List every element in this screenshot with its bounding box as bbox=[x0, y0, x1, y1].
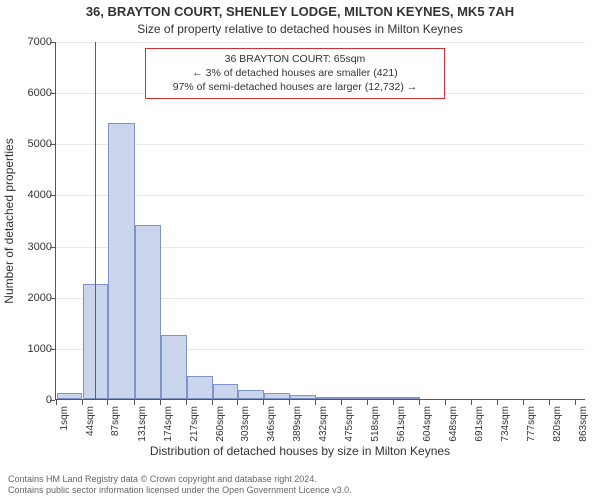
x-tick-mark bbox=[445, 400, 446, 405]
x-tick-mark bbox=[549, 400, 550, 405]
x-tick-mark bbox=[315, 400, 316, 405]
x-tick-label: 863sqm bbox=[578, 406, 589, 466]
annotation-line2: ← 3% of detached houses are smaller (421… bbox=[152, 66, 438, 80]
histogram-bar bbox=[238, 390, 264, 399]
y-tick-label: 4000 bbox=[12, 189, 52, 201]
x-tick-label: 260sqm bbox=[215, 406, 226, 466]
y-tick-label: 7000 bbox=[12, 36, 52, 48]
x-tick-mark bbox=[134, 400, 135, 405]
chart-subtitle: Size of property relative to detached ho… bbox=[0, 22, 600, 36]
histogram-bar bbox=[187, 376, 213, 399]
histogram-bar bbox=[394, 397, 420, 399]
x-tick-mark bbox=[341, 400, 342, 405]
histogram-bar bbox=[342, 397, 368, 399]
x-tick-mark bbox=[237, 400, 238, 405]
x-tick-label: 346sqm bbox=[266, 406, 277, 466]
x-tick-mark bbox=[471, 400, 472, 405]
y-tick-mark bbox=[50, 400, 55, 401]
x-tick-mark bbox=[186, 400, 187, 405]
x-tick-label: 777sqm bbox=[526, 406, 537, 466]
histogram-bar bbox=[264, 393, 290, 399]
footer-line2: Contains public sector information licen… bbox=[8, 485, 352, 496]
x-tick-mark bbox=[419, 400, 420, 405]
chart-title: 36, BRAYTON COURT, SHENLEY LODGE, MILTON… bbox=[0, 4, 600, 19]
y-tick-mark bbox=[50, 144, 55, 145]
x-tick-label: 174sqm bbox=[163, 406, 174, 466]
x-tick-label: 303sqm bbox=[240, 406, 251, 466]
x-tick-mark bbox=[160, 400, 161, 405]
x-tick-label: 648sqm bbox=[448, 406, 459, 466]
y-tick-mark bbox=[50, 195, 55, 196]
x-tick-label: 734sqm bbox=[500, 406, 511, 466]
x-tick-label: 475sqm bbox=[344, 406, 355, 466]
histogram-bar bbox=[316, 397, 342, 399]
x-tick-label: 217sqm bbox=[189, 406, 200, 466]
y-tick-mark bbox=[50, 298, 55, 299]
x-tick-mark bbox=[497, 400, 498, 405]
x-tick-mark bbox=[393, 400, 394, 405]
x-tick-label: 561sqm bbox=[396, 406, 407, 466]
y-tick-label: 0 bbox=[12, 394, 52, 406]
gridline bbox=[56, 42, 585, 43]
y-tick-label: 6000 bbox=[12, 87, 52, 99]
y-tick-mark bbox=[50, 349, 55, 350]
histogram-bar bbox=[368, 397, 394, 399]
annotation-line3: 97% of semi-detached houses are larger (… bbox=[152, 80, 438, 94]
x-tick-label: 44sqm bbox=[85, 406, 96, 466]
annotation-line1: 36 BRAYTON COURT: 65sqm bbox=[152, 52, 438, 66]
y-tick-mark bbox=[50, 42, 55, 43]
x-tick-label: 87sqm bbox=[110, 406, 121, 466]
gridline bbox=[56, 144, 585, 145]
x-tick-label: 691sqm bbox=[474, 406, 485, 466]
y-tick-label: 5000 bbox=[12, 138, 52, 150]
footer-line1: Contains HM Land Registry data © Crown c… bbox=[8, 474, 352, 485]
y-tick-label: 2000 bbox=[12, 292, 52, 304]
y-tick-mark bbox=[50, 247, 55, 248]
x-tick-label: 518sqm bbox=[370, 406, 381, 466]
y-tick-label: 1000 bbox=[12, 343, 52, 355]
x-tick-mark bbox=[82, 400, 83, 405]
y-tick-mark bbox=[50, 93, 55, 94]
histogram-bar bbox=[290, 395, 316, 399]
x-tick-mark bbox=[523, 400, 524, 405]
annotation-box: 36 BRAYTON COURT: 65sqm ← 3% of detached… bbox=[145, 48, 445, 99]
x-tick-mark bbox=[212, 400, 213, 405]
footer-attribution: Contains HM Land Registry data © Crown c… bbox=[8, 474, 352, 497]
histogram-bar bbox=[57, 393, 83, 399]
x-tick-mark bbox=[107, 400, 108, 405]
histogram-bar bbox=[213, 384, 239, 399]
x-tick-label: 131sqm bbox=[137, 406, 148, 466]
histogram-bar bbox=[161, 335, 187, 399]
x-tick-mark bbox=[289, 400, 290, 405]
x-tick-label: 1sqm bbox=[59, 406, 70, 466]
x-tick-mark bbox=[367, 400, 368, 405]
x-tick-label: 389sqm bbox=[292, 406, 303, 466]
y-axis-label: Number of detached properties bbox=[2, 138, 16, 303]
x-tick-label: 820sqm bbox=[552, 406, 563, 466]
histogram-bar bbox=[108, 123, 135, 399]
x-tick-mark bbox=[263, 400, 264, 405]
histogram-bar bbox=[135, 225, 161, 399]
x-tick-mark bbox=[56, 400, 57, 405]
x-tick-mark bbox=[575, 400, 576, 405]
gridline bbox=[56, 195, 585, 196]
marker-line bbox=[95, 42, 96, 399]
x-tick-label: 432sqm bbox=[318, 406, 329, 466]
x-tick-label: 604sqm bbox=[422, 406, 433, 466]
y-tick-label: 3000 bbox=[12, 241, 52, 253]
